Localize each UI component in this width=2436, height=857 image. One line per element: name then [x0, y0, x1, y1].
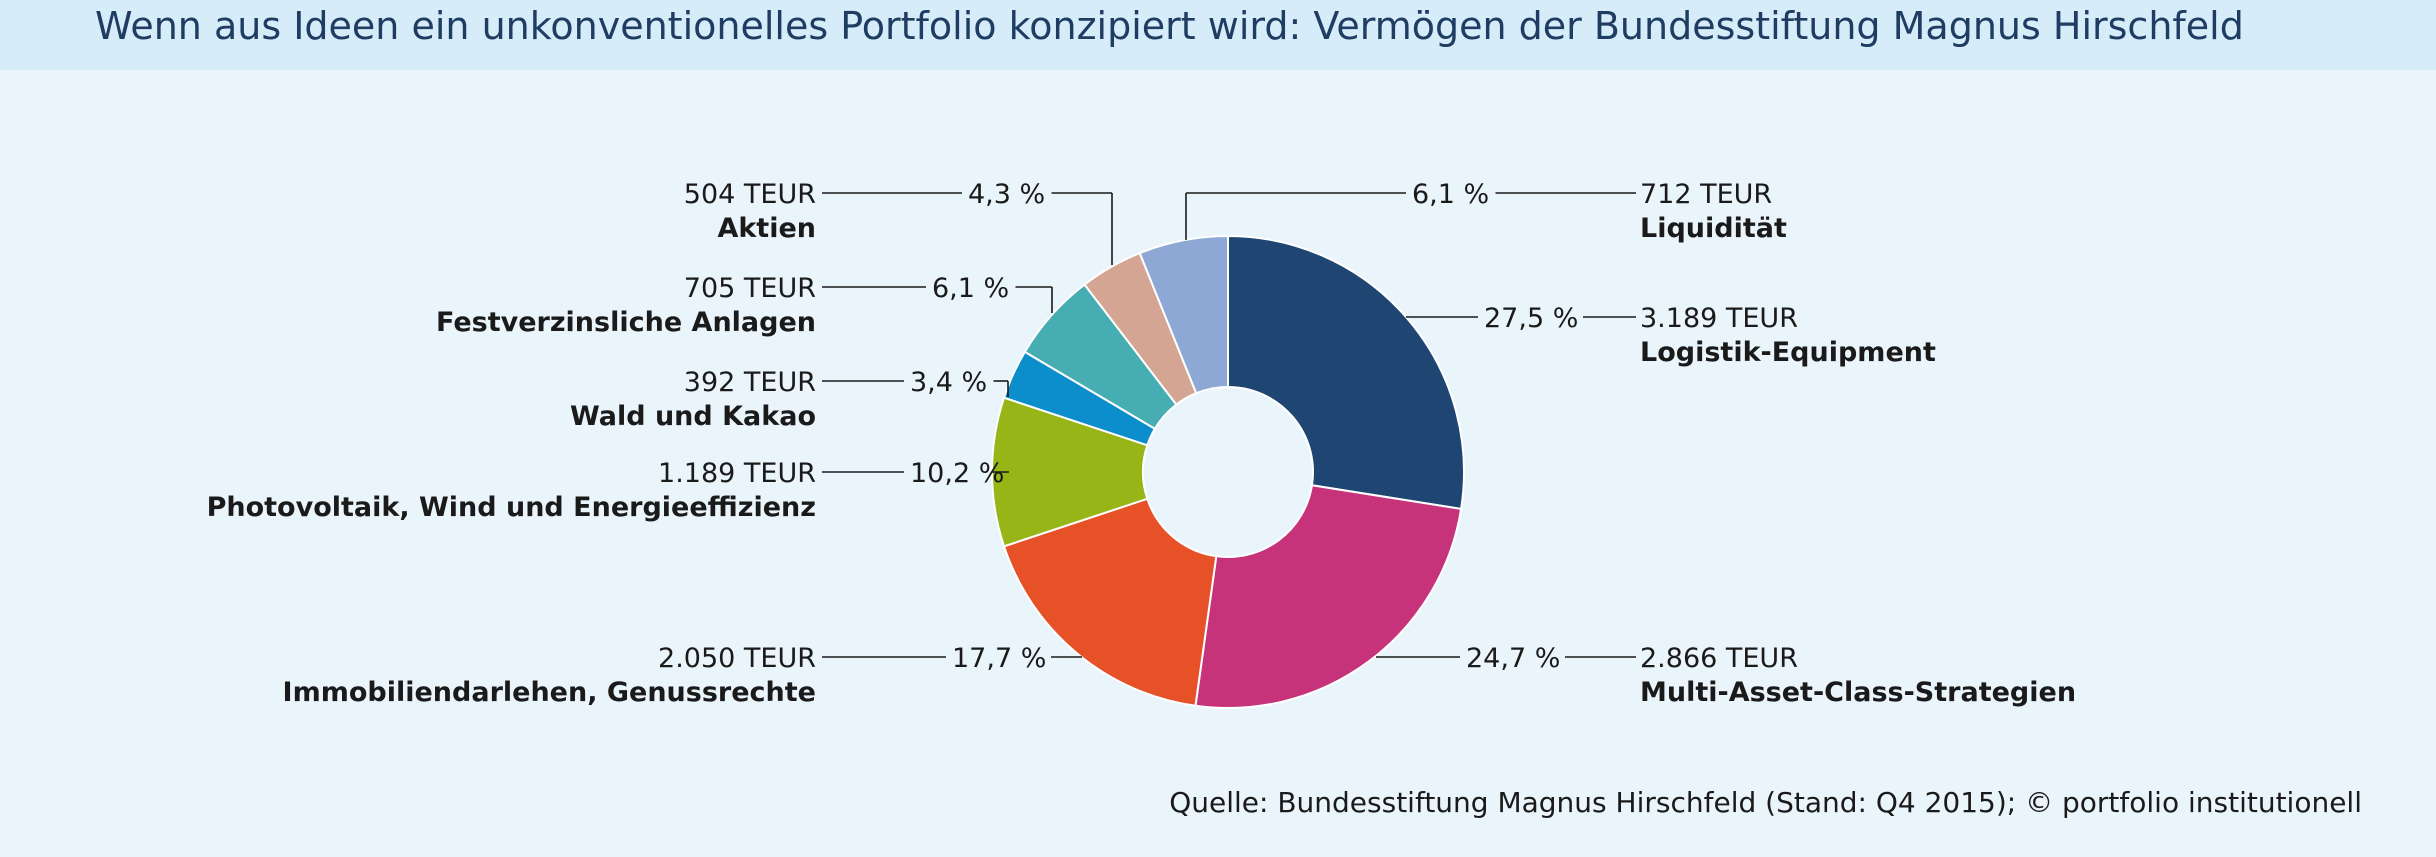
- slice-label-group-2: 24,7 % 2.866 TEURMulti-Asset-Class-Strate…: [1376, 643, 2076, 708]
- percent-label: 17,7 %: [952, 643, 1046, 674]
- percent-label: 27,5 %: [1484, 303, 1578, 334]
- source-note: Quelle: Bundesstiftung Magnus Hirschfeld…: [1169, 786, 2362, 819]
- percent-label: 3,4 %: [910, 367, 987, 398]
- value-label: 1.189 TEUR: [658, 458, 816, 489]
- pie-slice-3: [1002, 497, 1218, 707]
- value-label: 712 TEUR: [1640, 179, 1772, 210]
- value-label: 2.866 TEUR: [1640, 643, 1798, 674]
- percent-label: 4,3 %: [968, 179, 1045, 210]
- pie-slice-8: [1138, 234, 1229, 395]
- percent-label: 6,1 %: [932, 273, 1009, 304]
- category-label: Immobiliendarlehen, Genussrechte: [283, 677, 816, 708]
- category-label: Liquidität: [1640, 213, 1787, 244]
- percent-label: 10,2 %: [910, 458, 1004, 489]
- category-label: Logistik-Equipment: [1640, 337, 1936, 368]
- percent-label: 6,1 %: [1412, 179, 1489, 210]
- category-label: Photovoltaik, Wind und Energieeffizienz: [207, 492, 816, 523]
- pie-slice-2: [1194, 484, 1463, 709]
- category-label: Aktien: [717, 213, 816, 244]
- value-label: 504 TEUR: [684, 179, 816, 210]
- title-bar: [0, 0, 2436, 70]
- category-label: Wald und Kakao: [570, 401, 816, 432]
- value-label: 705 TEUR: [684, 273, 816, 304]
- value-label: 3.189 TEUR: [1640, 303, 1798, 334]
- category-label: Festverzinsliche Anlagen: [436, 307, 816, 338]
- category-label: Multi-Asset-Class-Strategien: [1640, 677, 2076, 708]
- chart-title: Wenn aus Ideen ein unkonventionelles Por…: [95, 4, 2244, 48]
- pie-slice-1: [1227, 234, 1465, 511]
- percent-label: 24,7 %: [1466, 643, 1560, 674]
- value-label: 2.050 TEUR: [658, 643, 816, 674]
- value-label: 392 TEUR: [684, 367, 816, 398]
